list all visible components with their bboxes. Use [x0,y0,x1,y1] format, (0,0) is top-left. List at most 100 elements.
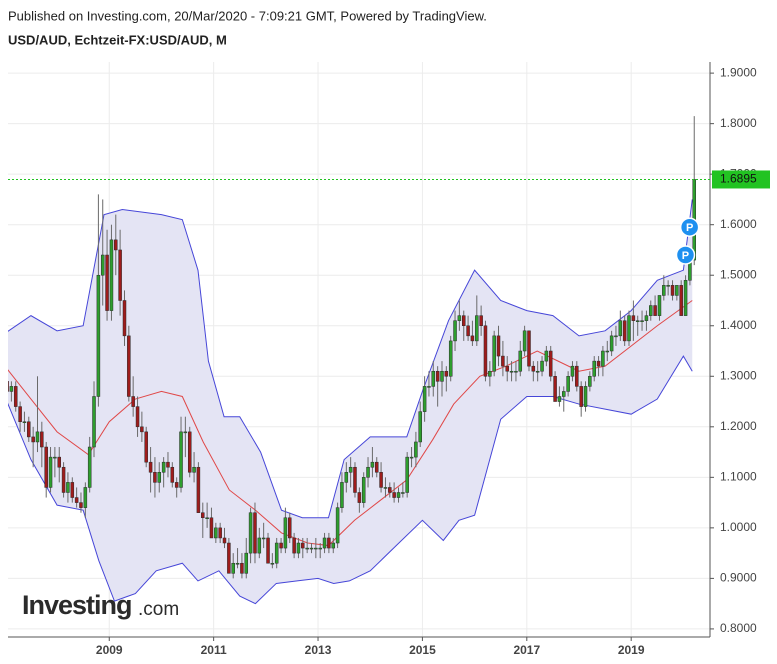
candle-body [96,274,101,397]
candle-body [405,456,409,493]
last-price-label: 1.6895 [720,172,757,186]
candle-body [340,482,344,508]
candle-body [544,350,549,362]
candle-body [601,350,605,367]
candle-body [31,436,35,443]
candle-body [353,466,357,493]
candle-body [231,562,235,574]
candle-body [596,360,601,367]
candle-body [183,431,188,434]
candle-body [644,315,649,321]
candle-body [287,517,292,539]
candle-body [548,350,553,377]
candle-body [335,507,340,544]
candle-body [370,461,375,468]
candle-body [444,370,449,377]
candle-body [301,542,305,549]
candle-body [40,431,44,448]
candle-body [327,537,331,549]
candle-body [161,461,166,473]
candle-body [18,406,22,423]
candle-body [614,335,618,338]
candle-body [57,456,62,468]
candle-body [627,315,631,342]
candle-body [453,320,457,342]
candle-body [318,547,322,550]
candle-body [466,325,470,337]
candle-body [575,365,579,387]
candle-body [127,335,131,397]
y-tick-label: 1.8000 [720,116,757,130]
candle-body [261,537,266,540]
candle-body [605,350,610,353]
candle-body [257,537,262,554]
candle-body [483,325,488,377]
marker-label: P [686,222,693,234]
candle-body [553,376,557,402]
band-fill [8,199,693,604]
candle-body [396,492,401,498]
candle-body [83,487,88,508]
candle-body [187,431,192,473]
candle-body [35,431,40,443]
candle-body [279,542,283,549]
candle-body [527,330,531,367]
candle-body [579,386,583,407]
candle-body [131,396,135,407]
candle-body [22,421,27,424]
candle-body [201,512,205,519]
logo: Investing .com [22,590,179,620]
candle-body [392,492,396,498]
candle-body [540,360,544,372]
candle-body [248,512,253,554]
candle-body [322,537,327,549]
candle-body [9,386,14,392]
candle-body [379,472,383,488]
candle-body [79,502,83,508]
candle-body [140,426,144,433]
candle-body [13,386,18,407]
candle-body [100,254,105,276]
candle-body [457,315,462,321]
candle-body [366,466,370,478]
plot-area [8,116,696,605]
candle-body [266,537,270,564]
candle-body [440,370,444,382]
candle-body [640,320,644,322]
candle-body [192,466,196,473]
y-tick-label: 1.9000 [720,65,757,79]
candle-body [662,285,666,296]
candle-body [518,350,523,372]
candle-body [462,315,466,327]
candle-body [592,360,596,377]
candle-body [675,285,679,296]
candle-body [418,411,422,443]
band-lower [8,355,693,605]
y-tick-label: 1.2000 [720,419,757,433]
x-tick-label: 2015 [409,643,436,657]
candle-body [48,456,53,488]
y-tick-label: 1.5000 [720,267,757,281]
candle-body [427,386,431,388]
candle-body [622,320,627,342]
y-tick-label: 1.3000 [720,368,757,382]
candle-body [683,280,688,316]
x-tick-label: 2011 [201,643,227,657]
candle-body [309,547,314,550]
candle-body [570,365,575,377]
candle-body [357,492,362,503]
chart-title: USD/AUD, Echtzeit-FX:USD/AUD, M [8,32,227,47]
logo-suffix: .com [138,599,179,620]
candle-body [218,527,222,539]
candle-body [122,300,127,337]
candle-body [27,421,31,438]
candle-body [105,254,109,311]
candle-body [448,340,453,377]
candle-body [166,461,170,468]
candle-body [374,461,379,473]
x-tick-label: 2017 [513,643,540,657]
candle-body [196,466,201,513]
candle-body [679,285,683,316]
candle-body [87,446,92,488]
axes: 0.8000 0.9000 1.0000 1.1000 1.2000 1.3000 1.40… [8,62,757,657]
